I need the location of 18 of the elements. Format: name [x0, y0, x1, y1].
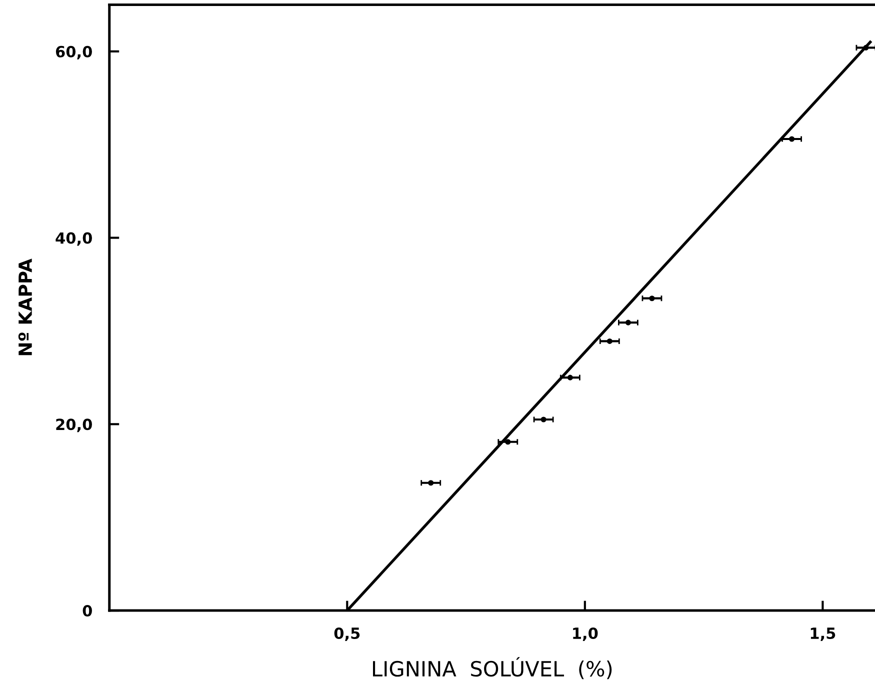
point	[567, 374, 573, 380]
point	[606, 338, 612, 344]
x-tick-label: 1,0	[573, 627, 598, 641]
y-tick-label: 60,0	[56, 46, 92, 60]
point	[789, 136, 795, 142]
point	[505, 439, 511, 445]
y-tick-label: 0	[82, 605, 92, 617]
y-tick-label: 20,0	[56, 418, 92, 432]
point	[540, 416, 546, 422]
point	[428, 480, 434, 486]
x-tick-label: 1,5	[810, 628, 836, 641]
point	[863, 44, 869, 50]
x-tick-label: 0,5	[334, 627, 360, 641]
x-axis-title: LIGNINA SOLÚVEL (%)	[373, 657, 612, 680]
y-tick-label: 40,0	[56, 232, 92, 246]
point	[625, 320, 631, 326]
point	[649, 296, 655, 302]
y-axis-title: Nº KAPPA	[18, 258, 32, 356]
